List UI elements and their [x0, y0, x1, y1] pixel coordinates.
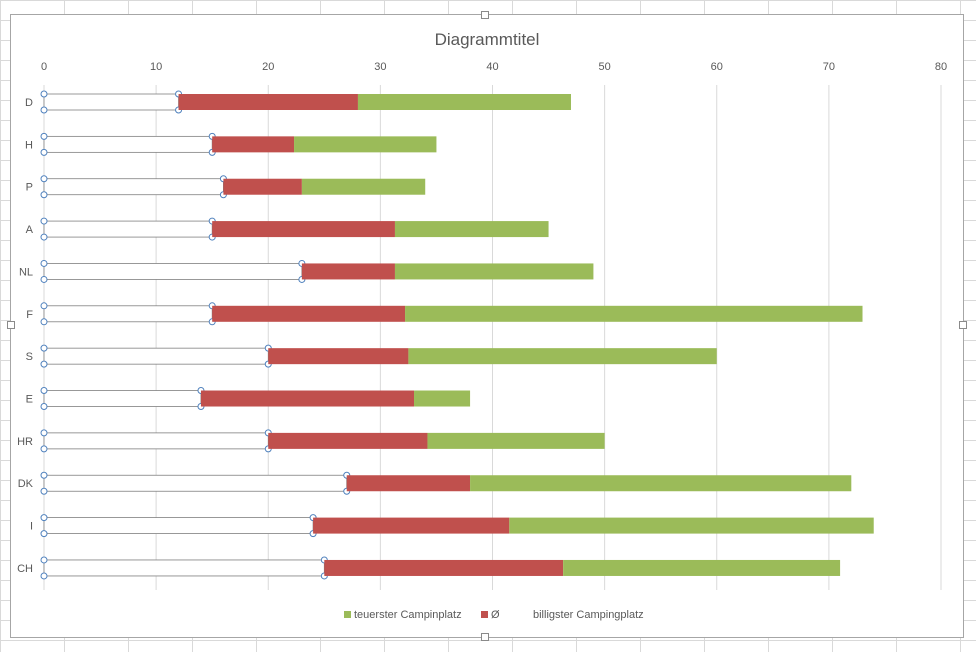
- y-tick-label: NL: [19, 266, 33, 278]
- y-tick-label: E: [26, 394, 33, 406]
- bar-avg: [268, 432, 428, 449]
- bar-teuerster: [301, 178, 426, 195]
- legend-label: billigster Campingplatz: [533, 609, 644, 621]
- y-tick-label: HR: [17, 436, 33, 448]
- selection-handle: [40, 344, 48, 352]
- y-tick-label: DK: [18, 478, 34, 490]
- bar-teuerster: [405, 305, 863, 322]
- selection-handle: [40, 217, 48, 225]
- bar-avg: [324, 559, 564, 576]
- bar-billigster: [43, 559, 325, 577]
- selection-handle: [40, 259, 48, 267]
- chart-title: Diagrammtitel: [435, 30, 540, 49]
- selection-handle: [40, 90, 48, 98]
- bar-billigster: [43, 474, 348, 492]
- bar-billigster: [43, 347, 269, 365]
- bar-teuerster: [294, 136, 437, 153]
- bar-avg: [212, 221, 395, 238]
- y-tick-label: H: [25, 139, 33, 151]
- selection-handle: [40, 302, 48, 310]
- selection-handle: [40, 514, 48, 522]
- bar-teuerster: [563, 559, 841, 576]
- bar-billigster: [43, 135, 213, 153]
- selection-handle: [40, 106, 48, 114]
- x-tick-label: 30: [374, 61, 386, 73]
- bar-billigster: [43, 220, 213, 238]
- legend-swatch: [344, 611, 351, 618]
- bar-avg: [313, 517, 510, 534]
- bar-teuerster: [427, 432, 605, 449]
- selection-handle: [40, 487, 48, 495]
- selection-handle: [40, 233, 48, 241]
- y-tick-label: S: [26, 351, 33, 363]
- selection-handle: [40, 572, 48, 580]
- bar-teuerster: [509, 517, 874, 534]
- x-tick-label: 20: [262, 61, 274, 73]
- legend-label: Ø: [491, 609, 500, 621]
- selection-handle: [40, 403, 48, 411]
- selection-handle: [40, 318, 48, 326]
- x-tick-label: 70: [823, 61, 835, 73]
- y-tick-label: D: [25, 97, 33, 109]
- bar-teuerster: [414, 390, 471, 407]
- bar-billigster: [43, 390, 202, 407]
- bar-avg: [346, 475, 471, 492]
- y-tick-label: A: [26, 224, 34, 236]
- bar-avg: [178, 94, 358, 110]
- bar-avg: [212, 305, 406, 322]
- resize-handle-top[interactable]: [481, 11, 489, 19]
- resize-handle-bottom[interactable]: [481, 633, 489, 641]
- bar-avg: [212, 136, 295, 153]
- bar-avg: [268, 348, 409, 365]
- bar-teuerster: [394, 263, 594, 280]
- chart-area[interactable]: Diagrammtitel 0 10 20 30 40 50 60 70 80 D H P A NL F S E…: [10, 14, 964, 638]
- bar-teuerster: [470, 475, 852, 492]
- y-tick-label: F: [26, 309, 33, 321]
- bar-teuerster: [394, 221, 549, 238]
- bar-billigster: [43, 517, 314, 535]
- bar-avg: [200, 390, 415, 407]
- selection-handle: [40, 175, 48, 183]
- selection-handle: [40, 471, 48, 479]
- x-tick-label: 80: [935, 61, 947, 73]
- y-tick-label: P: [26, 182, 33, 194]
- x-tick-label: 50: [599, 61, 611, 73]
- bar-chart: Diagrammtitel 0 10 20 30 40 50 60 70 80 D H P A NL F S E…: [17, 30, 947, 621]
- bar-billigster: [43, 432, 269, 450]
- y-tick-label: I: [30, 521, 33, 533]
- selection-handle: [40, 148, 48, 156]
- bar-teuerster: [408, 348, 717, 365]
- bar-billigster: [43, 305, 213, 323]
- bar-billigster: [43, 93, 179, 111]
- x-tick-label: 60: [711, 61, 723, 73]
- bar-avg: [301, 263, 395, 280]
- bar-billigster: [43, 178, 224, 196]
- bar-teuerster: [357, 94, 571, 110]
- resize-handle-left[interactable]: [7, 321, 15, 329]
- selection-handle: [40, 275, 48, 283]
- selection-handle: [40, 132, 48, 140]
- selection-handle: [40, 191, 48, 199]
- selection-handle: [40, 360, 48, 368]
- resize-handle-right[interactable]: [959, 321, 967, 329]
- y-tick-label: CH: [17, 563, 33, 575]
- selection-handle: [40, 530, 48, 538]
- selection-handle: [40, 556, 48, 564]
- bar-avg: [223, 178, 302, 195]
- bar-billigster: [43, 263, 303, 280]
- legend-swatch: [481, 611, 488, 618]
- selection-handle: [40, 387, 48, 395]
- selection-handle: [40, 429, 48, 437]
- x-tick-label: 10: [150, 61, 162, 73]
- x-tick-label: 0: [41, 61, 47, 73]
- legend-label: teuerster Campinplatz: [354, 609, 462, 621]
- selection-handle: [40, 445, 48, 453]
- x-tick-label: 40: [486, 61, 498, 73]
